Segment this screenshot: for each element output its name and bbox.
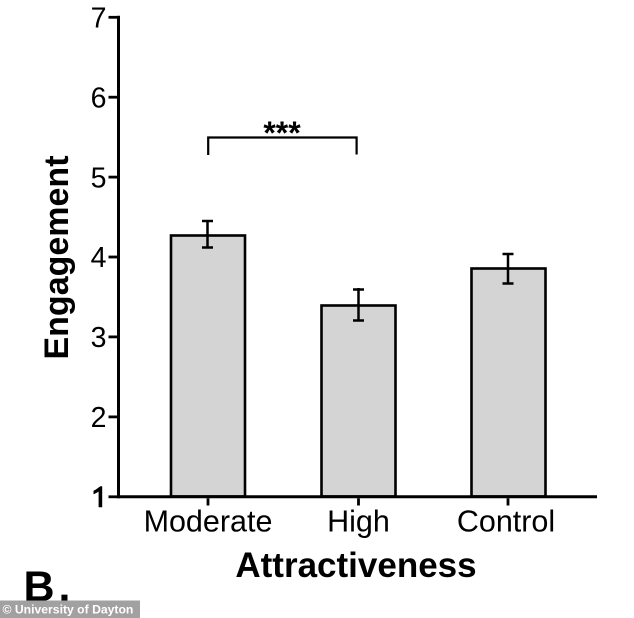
svg-text:3: 3 <box>91 322 107 354</box>
svg-text:Control: Control <box>457 505 555 539</box>
svg-text:7: 7 <box>91 3 107 35</box>
svg-text:© University of Dayton: © University of Dayton <box>3 603 134 617</box>
svg-text:High: High <box>327 505 390 539</box>
svg-text:Moderate: Moderate <box>144 505 273 539</box>
svg-text:6: 6 <box>91 82 107 114</box>
svg-text:5: 5 <box>91 162 107 194</box>
svg-text:***: *** <box>263 115 301 151</box>
svg-text:4: 4 <box>91 242 107 274</box>
svg-text:Attractiveness: Attractiveness <box>235 546 476 585</box>
svg-text:2: 2 <box>91 402 107 434</box>
svg-text:Engagement: Engagement <box>38 155 76 359</box>
